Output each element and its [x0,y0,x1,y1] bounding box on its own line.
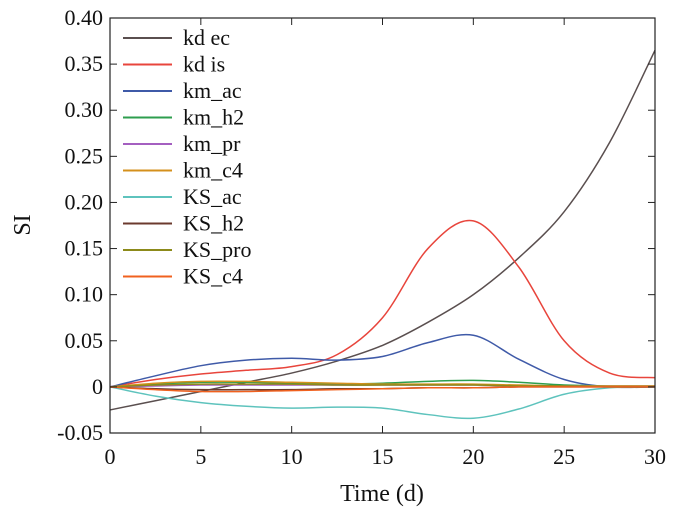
series-line-3 [109,379,656,388]
y-tick-label: -0.05 [57,420,103,445]
y-axis: -0.05 0 0.05 0.10 0.15 0.20 0.25 0.30 0.35 0.40 [57,5,655,445]
legend-label-3: km_h2 [183,105,244,130]
x-axis: 0 5 10 15 20 25 30 [105,18,666,469]
series-line-1 [109,219,656,388]
y-tick-label: 0.15 [65,236,104,261]
legend-label-4: km_pr [183,131,241,156]
y-tick-label: 0.20 [65,189,104,214]
y-tick-label: 0.05 [65,328,104,353]
series-line-2 [109,333,656,389]
series-line-8 [109,383,656,388]
y-tick-label: 0.30 [65,97,104,122]
x-tick-label: 0 [105,444,116,469]
y-tick-label: 0.25 [65,143,104,168]
legend-label-5: km_c4 [183,158,243,183]
y-tick-label: 0.35 [65,51,104,76]
legend-label-2: km_ac [183,78,242,103]
series-layer [109,49,656,420]
x-tick-label: 15 [372,444,394,469]
y-tick-label: 0.40 [65,5,104,30]
x-tick-label: 5 [195,444,206,469]
legend-label-8: KS_pro [183,237,251,262]
x-tick-label: 30 [644,444,666,469]
x-tick-label: 10 [281,444,303,469]
legend-label-1: kd is [183,52,225,77]
y-tick-label: 0 [92,374,103,399]
legend-label-7: KS_h2 [183,211,244,236]
x-axis-title: Time (d) [340,481,424,507]
series-line-6 [109,386,656,420]
legend-label-0: kd ec [183,25,230,50]
legend-label-6: KS_ac [183,184,242,209]
series-line-9 [109,386,655,393]
x-tick-label: 25 [553,444,575,469]
y-tick-label: 0.10 [65,282,104,307]
y-axis-title: SI [10,214,36,235]
x-tick-label: 20 [462,444,484,469]
legend-label-9: KS_c4 [183,264,243,289]
